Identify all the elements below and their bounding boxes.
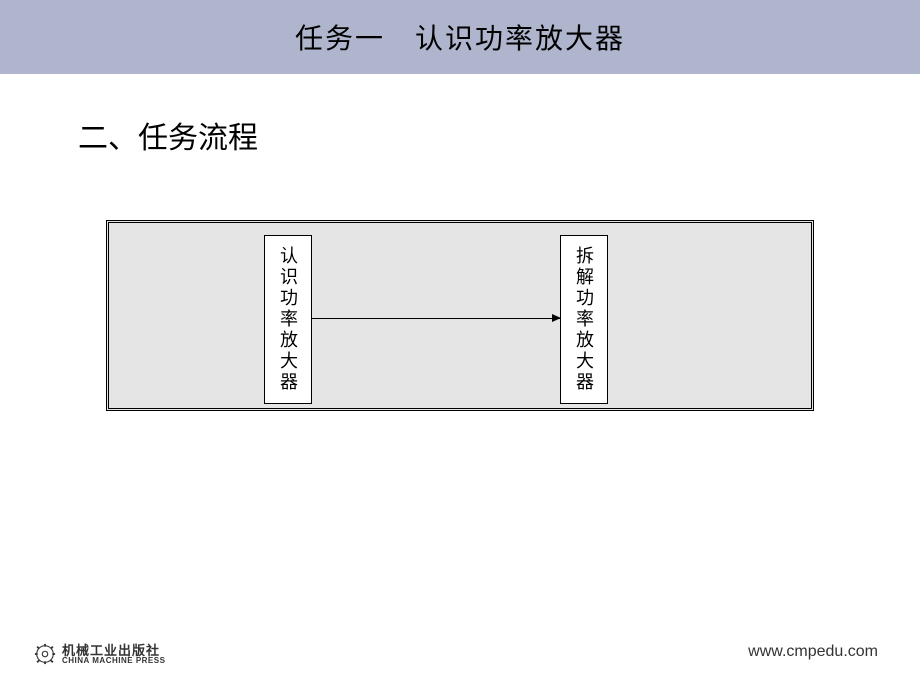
page-title: 任务一 认识功率放大器 [295, 17, 625, 57]
footer-url: www.cmpedu.com [748, 643, 878, 661]
flowchart-panel: 认识功率放大器 拆解功率放大器 [106, 220, 814, 411]
publisher-text: 机械工业出版社 CHINA MACHINE PRESS [62, 644, 165, 665]
flow-node-recognize: 认识功率放大器 [264, 235, 312, 404]
publisher-name-en: CHINA MACHINE PRESS [62, 657, 165, 665]
gear-icon [34, 643, 56, 665]
flow-node-disassemble: 拆解功率放大器 [560, 235, 608, 404]
flow-arrow [312, 318, 560, 319]
publisher-name-cn: 机械工业出版社 [62, 644, 165, 657]
publisher-block: 机械工业出版社 CHINA MACHINE PRESS [34, 643, 165, 665]
header-band: 任务一 认识功率放大器 [0, 0, 920, 74]
section-subtitle: 二、任务流程 [78, 113, 258, 157]
